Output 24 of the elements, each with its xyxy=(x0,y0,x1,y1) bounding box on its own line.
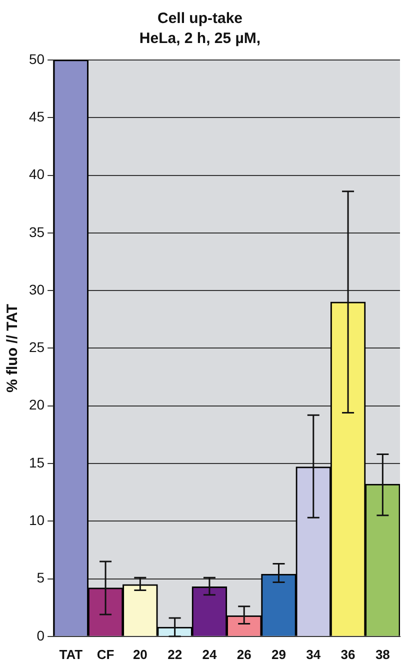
x-tick-label: 22 xyxy=(168,646,182,662)
chart-subtitle: HeLa, 2 h, 25 µM, xyxy=(139,30,261,48)
y-tick-label: 5 xyxy=(36,570,45,586)
y-tick-label: 25 xyxy=(28,339,45,356)
y-axis-title: % fluo // TAT xyxy=(4,304,22,392)
y-tick-label: 45 xyxy=(28,108,45,124)
x-tick-label: TAT xyxy=(59,646,83,662)
y-tick-label: 0 xyxy=(36,627,45,644)
y-tick-label: 50 xyxy=(28,50,45,67)
x-tick-label: 36 xyxy=(340,646,356,662)
y-tick-label: 10 xyxy=(28,512,45,528)
x-tick-label: 20 xyxy=(132,646,148,662)
y-tick-label: 30 xyxy=(28,281,45,298)
x-tick-label: CF xyxy=(96,646,114,662)
y-tick-label: 15 xyxy=(28,454,45,470)
y-tick-label: 35 xyxy=(28,224,45,240)
y-tick-label: 20 xyxy=(28,396,45,413)
x-tick-label: 24 xyxy=(202,646,218,662)
x-tick-label: 26 xyxy=(236,646,252,662)
x-tick-label: 29 xyxy=(272,646,286,662)
x-tick-label: 34 xyxy=(306,646,322,662)
y-tick-label: 40 xyxy=(28,166,45,182)
chart-title: Cell up-take xyxy=(157,10,243,28)
x-tick-label: 38 xyxy=(375,646,390,662)
